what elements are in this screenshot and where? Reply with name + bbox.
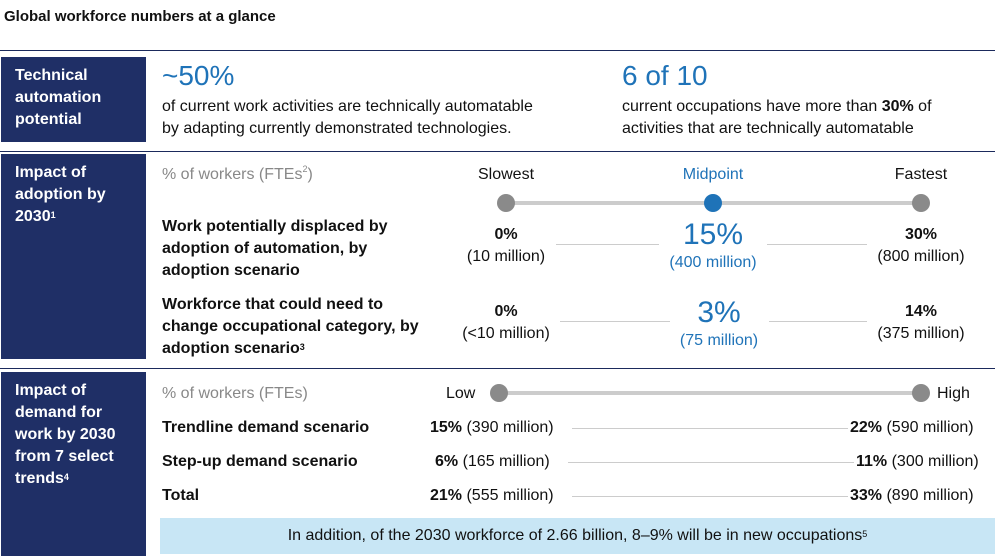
pct: 21% — [430, 487, 463, 504]
footnote-ref: 4 — [63, 472, 69, 482]
high-value: 22% (590 million) — [850, 417, 974, 439]
high-label: High — [937, 385, 970, 402]
low-value: 21% (555 million) — [430, 485, 554, 507]
pct: 0% — [494, 303, 518, 320]
banner-text: In addition, of the 2030 workforce of 2.… — [287, 527, 863, 544]
pct: 14% — [904, 303, 938, 320]
metric-text: ) — [307, 166, 313, 183]
abs: (165 million) — [458, 453, 550, 470]
row-label: Step-up demand scenario — [162, 453, 358, 470]
high-value: 33% (890 million) — [850, 485, 974, 507]
abs: (75 million) — [679, 332, 759, 349]
pct: 11% — [856, 453, 888, 470]
footnote-ref: 3 — [299, 342, 305, 352]
metric-text: % of workers (FTEs — [162, 166, 303, 183]
pct: 22% — [850, 419, 883, 436]
connector — [572, 496, 848, 497]
section-label-text: Impact of adoption by 2030 — [15, 164, 106, 225]
row-label: Workforce that could need to change occu… — [162, 294, 432, 360]
stat-value: 6 of 10 — [622, 60, 708, 91]
slowest-value: 0% (<10 million) — [446, 301, 566, 345]
scenario-fastest: Fastest — [894, 166, 948, 183]
stat-text-line: activities that are technically automata… — [622, 120, 914, 137]
row-label: Total — [162, 487, 200, 504]
high-dot — [912, 384, 930, 402]
page-title: Global workforce numbers at a glance — [4, 8, 276, 25]
new-occupations-banner: In addition, of the 2030 workforce of 2.… — [160, 518, 995, 554]
low-dot — [490, 384, 508, 402]
stat-text-line: by adapting currently demonstrated techn… — [162, 120, 512, 137]
pct: 0% — [494, 226, 518, 243]
low-value: 6% (165 million) — [435, 451, 550, 473]
midpoint-value: 15% (400 million) — [653, 218, 773, 274]
abs: (300 million) — [887, 453, 979, 470]
abs: (555 million) — [462, 487, 554, 504]
section-label-demand: Impact of demand for work by 2030 from 7… — [1, 372, 146, 556]
section-label-automation-potential: Technical automation potential — [1, 57, 146, 142]
row-label: Trendline demand scenario — [162, 419, 370, 436]
pct: 33% — [850, 487, 883, 504]
stat-description: of current work activities are technical… — [162, 96, 533, 140]
abs: (390 million) — [462, 419, 554, 436]
stat-description: current occupations have more than 30% o… — [622, 96, 932, 140]
abs: (590 million) — [882, 419, 974, 436]
row-label-text: Workforce that could need to change occu… — [162, 296, 419, 357]
fastest-value: 30% (800 million) — [861, 224, 981, 268]
high-value: 11% (300 million) — [856, 451, 979, 473]
scenario-dot-fastest — [912, 194, 930, 212]
metric-label: % of workers (FTEs) — [162, 385, 308, 402]
abs: (10 million) — [466, 248, 546, 265]
section-label-adoption: Impact of adoption by 20301 — [1, 154, 146, 359]
footnote-ref: 5 — [862, 529, 868, 539]
stat-text: of — [913, 98, 932, 115]
section-label-text: Technical automation potential — [15, 67, 102, 128]
midpoint-value: 3% (75 million) — [659, 296, 779, 352]
abs: (890 million) — [882, 487, 974, 504]
connector — [560, 321, 670, 322]
pct: 15% — [682, 218, 744, 251]
low-label: Low — [446, 385, 476, 402]
connector — [568, 462, 854, 463]
stat-highlight: 30% — [881, 98, 914, 115]
abs: (400 million) — [669, 254, 757, 271]
connector — [572, 428, 848, 429]
pct: 3% — [697, 296, 741, 329]
fastest-value: 14% (375 million) — [861, 301, 981, 345]
slowest-value: 0% (10 million) — [446, 224, 566, 268]
pct: 6% — [435, 453, 459, 470]
row-label: Work potentially displaced by adoption o… — [162, 218, 388, 279]
divider — [0, 50, 995, 51]
abs: (800 million) — [877, 248, 965, 265]
pct: 15% — [430, 419, 463, 436]
footnote-ref: 1 — [50, 210, 56, 220]
stat-text-line: of current work activities are technical… — [162, 98, 533, 115]
metric-label: % of workers (FTEs2) — [162, 164, 313, 184]
stat-value: ~50% — [162, 60, 235, 91]
scenario-midpoint: Midpoint — [682, 166, 744, 183]
connector — [767, 244, 867, 245]
pct: 30% — [904, 226, 938, 243]
footnote-ref: 2 — [302, 164, 308, 174]
connector — [769, 321, 867, 322]
scenario-dot-midpoint — [704, 194, 722, 212]
scenario-slowest: Slowest — [477, 166, 535, 183]
abs: (375 million) — [877, 325, 965, 342]
divider — [0, 368, 995, 369]
demand-track — [498, 391, 922, 395]
divider — [0, 151, 995, 152]
connector — [556, 244, 659, 245]
scenario-dot-slowest — [497, 194, 515, 212]
low-value: 15% (390 million) — [430, 417, 554, 439]
section-label-text: Impact of demand for work by 2030 from 7… — [15, 382, 116, 487]
stat-text: current occupations have more than — [622, 98, 882, 115]
abs: (<10 million) — [462, 325, 550, 342]
